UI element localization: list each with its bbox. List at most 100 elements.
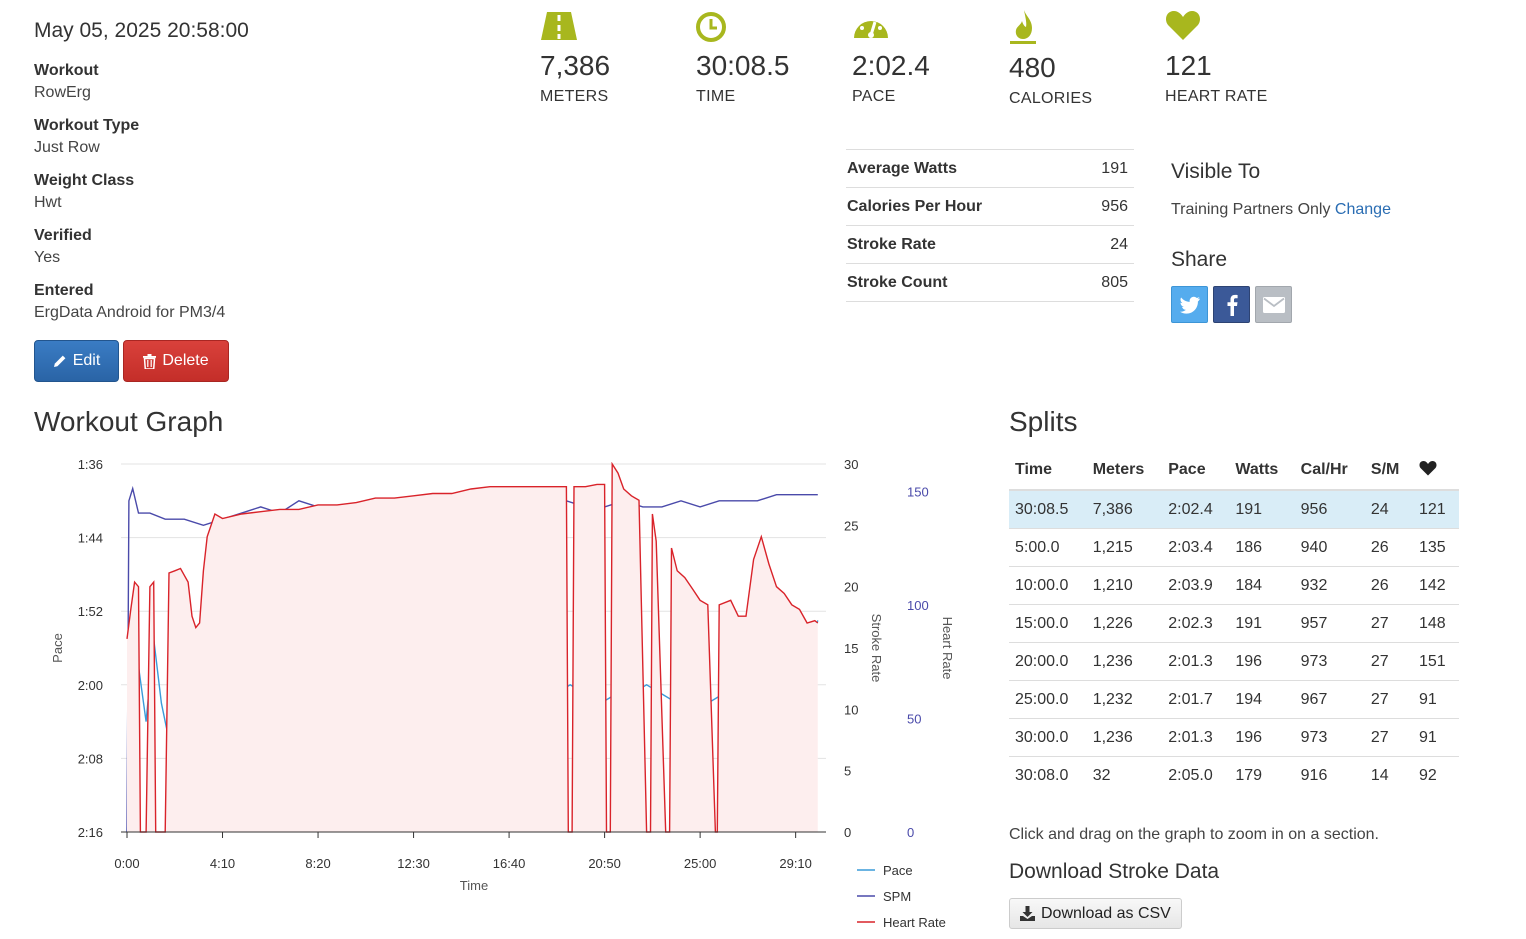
heart-rate-tick-label: 150 — [907, 484, 929, 499]
split-cell: 932 — [1294, 566, 1365, 605]
split-cell: 2:01.3 — [1162, 642, 1230, 681]
split-cell: 27 — [1364, 680, 1413, 719]
split-cell: 2:03.4 — [1162, 528, 1230, 567]
twitter-share-button[interactable] — [1171, 286, 1208, 323]
heart-rate-series-line — [126, 462, 819, 833]
download-csv-button[interactable]: Download as CSV — [1009, 898, 1182, 929]
delete-button[interactable]: Delete — [123, 340, 229, 382]
change-visibility-link[interactable]: Change — [1334, 201, 1391, 218]
trash-icon — [143, 353, 157, 369]
stat-calories: 480 CALORIES — [1009, 8, 1159, 108]
pencil-icon — [53, 355, 66, 367]
detail-label: Workout Type — [34, 117, 140, 134]
heart-rate-tick-label: 50 — [907, 711, 921, 726]
x-tick-label: 8:20 — [305, 856, 330, 871]
stroke-rate-tick-label: 25 — [844, 518, 858, 533]
split-cell: 20:00.0 — [1009, 642, 1087, 681]
stat-label: METERS — [540, 88, 609, 105]
detail-workout: Workout RowErg — [34, 60, 414, 104]
edit-button-label: Edit — [72, 352, 101, 369]
split-cell: 191 — [1229, 604, 1295, 643]
summary-value: 191 — [1080, 149, 1134, 188]
workout-graph-title: Workout Graph — [34, 406, 224, 437]
clock-icon — [696, 12, 726, 42]
pace-axis-title: Pace — [50, 633, 65, 663]
download-title: Download Stroke Data — [1009, 860, 1220, 883]
x-tick-label: 29:10 — [779, 856, 812, 871]
heart-icon — [1166, 11, 1200, 40]
split-cell: 135 — [1412, 528, 1459, 567]
split-cell: 194 — [1229, 680, 1295, 719]
split-cell: 151 — [1412, 642, 1459, 681]
download-icon — [1020, 906, 1035, 921]
edit-button[interactable]: Edit — [34, 340, 119, 382]
stat-label: PACE — [852, 88, 896, 105]
split-cell: 2:03.9 — [1162, 566, 1230, 605]
split-cell: 14 — [1364, 756, 1413, 794]
workout-graph[interactable]: 1:361:441:522:002:082:16Pace302520151050… — [0, 0, 1000, 939]
split-cell: 26 — [1364, 566, 1413, 605]
summary-row: Calories Per Hour 956 — [846, 187, 1134, 226]
pace-tick-label: 1:36 — [78, 457, 103, 472]
stat-value: 7,386 — [540, 50, 611, 81]
summary-label: Calories Per Hour — [846, 187, 1081, 226]
facebook-share-button[interactable] — [1213, 286, 1250, 323]
split-cell: 1,236 — [1086, 642, 1163, 681]
visible-to-title: Visible To — [1171, 160, 1261, 183]
split-cell: 957 — [1294, 604, 1365, 643]
split-cell: 2:05.0 — [1162, 756, 1230, 794]
split-cell: 27 — [1364, 604, 1413, 643]
detail-label: Verified — [34, 227, 92, 244]
split-cell: 7,386 — [1086, 489, 1163, 529]
split-cell: 2:02.3 — [1162, 604, 1230, 643]
stroke-rate-tick-label: 20 — [844, 580, 858, 595]
split-cell: 1,232 — [1086, 680, 1163, 719]
split-cell: 1,236 — [1086, 718, 1163, 757]
split-cell: 5:00.0 — [1009, 528, 1087, 567]
split-cell: 179 — [1229, 756, 1295, 794]
email-share-button[interactable] — [1255, 286, 1292, 323]
delete-button-label: Delete — [162, 352, 209, 369]
splits-col-watts: Watts — [1229, 451, 1295, 491]
facebook-icon — [1227, 294, 1238, 316]
stroke-rate-tick-label: 15 — [844, 641, 858, 656]
stat-value: 2:02.4 — [852, 50, 930, 81]
pace-tick-label: 2:00 — [78, 678, 103, 693]
split-cell: 191 — [1229, 489, 1295, 529]
split-cell: 91 — [1412, 718, 1459, 757]
detail-workout-type: Workout Type Just Row — [34, 115, 414, 159]
x-tick-label: 0:00 — [114, 856, 139, 871]
summary-value: 805 — [1080, 263, 1134, 302]
stat-label: TIME — [696, 88, 736, 105]
splits-col-pace: Pace — [1162, 451, 1230, 491]
split-cell: 148 — [1412, 604, 1459, 643]
detail-value: ErgData Android for PM3/4 — [34, 304, 226, 321]
split-cell: 30:08.5 — [1009, 489, 1087, 529]
summary-label: Average Watts — [846, 149, 1081, 188]
split-cell: 26 — [1364, 528, 1413, 567]
splits-col-heart-rate — [1412, 451, 1459, 491]
detail-label: Workout — [34, 62, 99, 79]
detail-weight-class: Weight Class Hwt — [34, 170, 414, 214]
split-cell: 916 — [1294, 756, 1365, 794]
stroke-rate-tick-label: 10 — [844, 702, 858, 717]
x-tick-label: 20:50 — [588, 856, 621, 871]
stat-heart-rate: 121 HEART RATE — [1165, 8, 1315, 106]
stat-value: 30:08.5 — [696, 50, 790, 81]
heart-rate-axis-title: Heart Rate — [940, 617, 955, 680]
zoom-help-text: Click and drag on the graph to zoom in o… — [1009, 826, 1379, 843]
splits-col-time: Time — [1009, 451, 1087, 491]
split-cell: 973 — [1294, 642, 1365, 681]
x-tick-label: 25:00 — [684, 856, 717, 871]
summary-value: 24 — [1080, 225, 1134, 264]
split-cell: 32 — [1086, 756, 1163, 794]
split-cell: 142 — [1412, 566, 1459, 605]
stroke-rate-tick-label: 5 — [844, 764, 851, 779]
heart-rate-area — [127, 464, 818, 832]
splits-col-calhr: Cal/Hr — [1294, 451, 1365, 491]
split-cell: 30:08.0 — [1009, 756, 1087, 794]
stat-value: 480 — [1009, 52, 1056, 83]
visibility-line: Training Partners Only Change — [1171, 201, 1391, 219]
stroke-rate-axis-title: Stroke Rate — [869, 614, 884, 683]
split-cell: 10:00.0 — [1009, 566, 1087, 605]
